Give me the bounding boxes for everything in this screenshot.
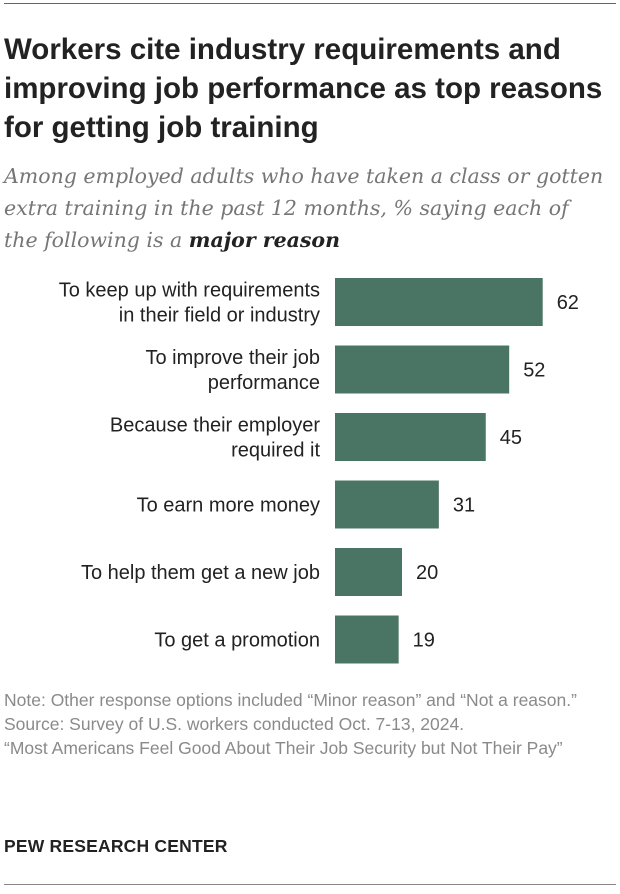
- chart-title: Workers cite industry requirements and i…: [4, 33, 603, 144]
- category-label-2: Because their employer required it: [110, 415, 321, 462]
- bar-5: [335, 615, 399, 664]
- category-label-line: To earn more money: [137, 495, 320, 517]
- category-label-line: To get a promotion: [154, 630, 320, 652]
- category-label-3: To earn more money: [137, 495, 320, 517]
- category-label-4: To help them get a new job: [81, 562, 320, 584]
- value-label-1: 52: [523, 360, 545, 382]
- value-label-4: 20: [416, 562, 438, 584]
- subtitle-emphasis: major reason: [188, 228, 341, 252]
- category-label-line: required it: [231, 440, 320, 462]
- category-label-line: Because their employer: [110, 415, 320, 437]
- value-label-2: 45: [500, 427, 522, 449]
- bar-4: [335, 548, 402, 596]
- bar-1: [335, 345, 510, 394]
- bar-0: [335, 278, 543, 326]
- bottom-rule: [4, 884, 616, 885]
- value-label-0: 62: [557, 292, 579, 314]
- bar-3: [335, 480, 439, 529]
- source-text: Source: Survey of U.S. workers conducted…: [4, 714, 465, 734]
- value-label-3: 31: [453, 495, 475, 517]
- bar-chart-svg: To keep up with requirements in their fie…: [59, 278, 579, 664]
- value-label-5: 19: [413, 630, 435, 652]
- category-label-line: To improve their job: [145, 347, 320, 369]
- bar-2: [335, 413, 486, 461]
- brand-logo-text: PEW RESEARCH CENTER: [4, 836, 228, 856]
- category-label-line: performance: [208, 372, 320, 394]
- note-text: Note: Other response options included “M…: [4, 690, 577, 710]
- category-label-0: To keep up with requirements in their fie…: [59, 280, 320, 327]
- category-label-line: To help them get a new job: [81, 562, 320, 584]
- category-label-5: To get a promotion: [154, 630, 320, 652]
- chart-subtitle: Among employed adults who have taken a c…: [4, 160, 604, 256]
- chart-notes: Note: Other response options included “M…: [4, 688, 604, 760]
- top-rule: [4, 3, 616, 4]
- subtitle-text: Among employed adults who have taken a c…: [4, 164, 604, 252]
- category-label-line: To keep up with requirements: [59, 280, 320, 302]
- bar-chart: To keep up with requirements in their fie…: [0, 270, 620, 680]
- category-label-1: To improve their job performance: [145, 347, 320, 394]
- report-title: “Most Americans Feel Good About Their Jo…: [4, 738, 563, 758]
- category-label-line: in their field or industry: [119, 305, 320, 327]
